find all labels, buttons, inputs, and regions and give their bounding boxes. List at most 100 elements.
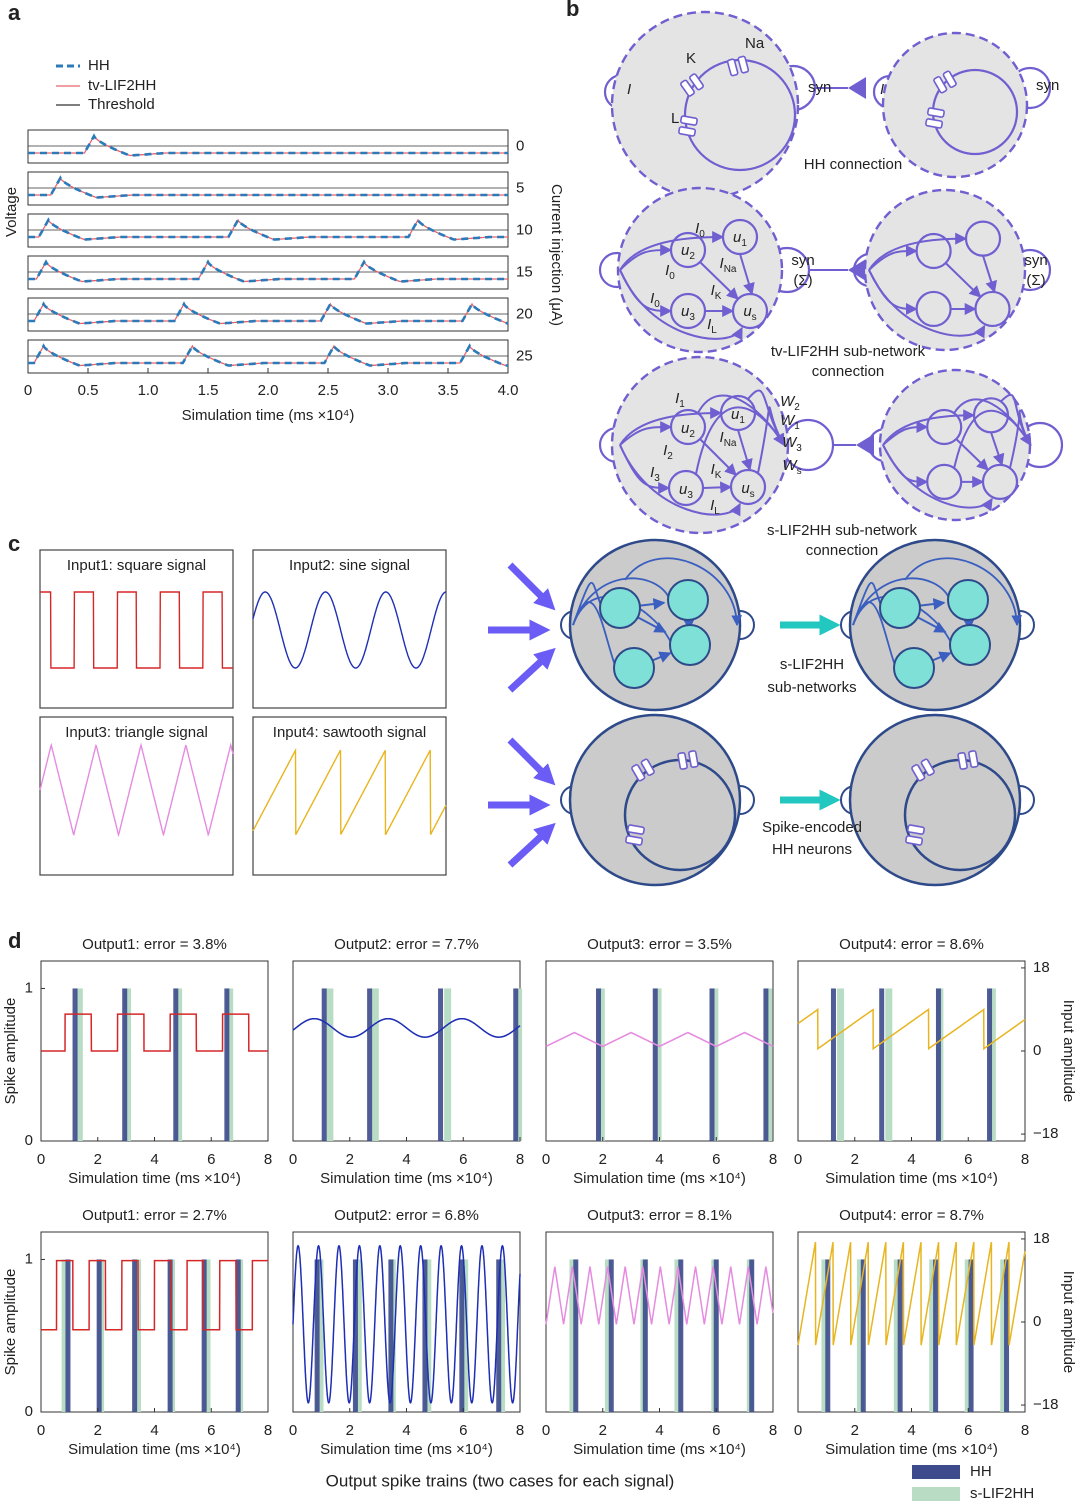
spike-bar (935, 988, 941, 1141)
x-tick-label: 0 (542, 1151, 550, 1168)
label-sub: 2 (667, 451, 673, 462)
spike-bar (929, 1259, 937, 1412)
label-sub: s (752, 312, 757, 323)
spike-bar (65, 1259, 71, 1412)
x-tick-label: 2 (94, 1151, 102, 1168)
x-tick-label: 4 (150, 1151, 158, 1168)
diagram-label: Spike-encoded (762, 819, 862, 836)
x-axis-label: Simulation time (ms ×10⁴) (825, 1170, 998, 1187)
x-tick-label: 8 (769, 1422, 777, 1439)
label-sub: Na (724, 438, 737, 449)
channel-part (920, 758, 935, 776)
y-tick-label: 1 (25, 1250, 33, 1267)
node (669, 408, 707, 446)
spike-bar (1004, 1259, 1010, 1412)
label-base: I (711, 282, 715, 299)
x-tick-label: 6 (207, 1422, 215, 1439)
signal-box (39, 716, 234, 876)
neuron (568, 713, 742, 887)
label-base: u (741, 480, 750, 497)
x-tick-label: 4 (402, 1422, 410, 1439)
spike-bar (444, 988, 452, 1141)
node (974, 290, 1011, 328)
neuron (848, 538, 1022, 712)
diagram-label: connection (806, 542, 879, 559)
trace-hh (28, 133, 508, 157)
synapse (848, 77, 866, 99)
ion-channel (631, 758, 655, 782)
trace-hh (28, 259, 508, 283)
diagram-label: IL (707, 316, 717, 336)
spike-bar (652, 988, 658, 1141)
ion-channel (677, 750, 699, 770)
x-tick-label: 4 (655, 1422, 663, 1439)
x-tick-label: 6 (459, 1151, 467, 1168)
diagram-label: I3 (650, 464, 660, 484)
spike-bar (124, 988, 132, 1141)
x-tick-label: 6 (207, 1151, 215, 1168)
legend-label: Threshold (88, 96, 155, 113)
x-tick-label: 8 (1021, 1422, 1029, 1439)
y2-axis-label: Input amplitude (1060, 1271, 1077, 1374)
input-signal (292, 1017, 521, 1038)
y-axis-label: Spike amplitude (2, 1269, 19, 1376)
spike-bar (709, 988, 715, 1141)
label-base: I (707, 316, 711, 333)
connection (739, 253, 755, 296)
label-base: I (650, 464, 654, 481)
neuron (863, 188, 1027, 352)
diagram-label: us (741, 480, 754, 500)
x-tick-label: 2.5 (318, 382, 339, 399)
ion-channel (925, 107, 945, 129)
x-tick-label: 4 (150, 1422, 158, 1439)
x-tick-label: 0 (794, 1422, 802, 1439)
spike-bar (885, 988, 893, 1141)
x-tick-label: 0.5 (78, 382, 99, 399)
label-sub: 1 (794, 421, 800, 432)
spike-bar (175, 988, 183, 1141)
label-base: u (731, 406, 740, 423)
connection (737, 429, 753, 472)
diagram-label: syn (791, 252, 814, 269)
x-axis-label: Simulation time (ms ×10⁴) (182, 407, 355, 424)
diagram-label: HH neurons (772, 841, 852, 858)
input-arrow (507, 737, 556, 786)
channel-part (911, 764, 926, 782)
current-label: 25 (516, 347, 533, 364)
x-tick-label: 4 (655, 1151, 663, 1168)
connection (982, 255, 997, 294)
label-base: I (663, 442, 667, 459)
signal-title: Input1: square signal (67, 557, 206, 574)
y2-tick-label: −18 (1033, 1125, 1058, 1142)
caption: Output spike trains (two cases for each … (326, 1471, 675, 1490)
spike-bar (173, 988, 179, 1141)
diagram-label: IK (711, 461, 722, 481)
node (721, 218, 759, 256)
y2-tick-label: 18 (1033, 1230, 1050, 1247)
signal-box (252, 549, 447, 709)
legend-swatch (912, 1465, 960, 1479)
x-tick-label: 3.5 (438, 382, 459, 399)
y-tick-label: 0 (25, 1132, 33, 1149)
node (879, 587, 921, 629)
ion-channel (680, 73, 704, 97)
spike-bar (893, 1259, 901, 1412)
connection (990, 431, 1005, 467)
legend-label: HH (970, 1463, 992, 1480)
x-axis-label: Simulation time (ms ×10⁴) (68, 1441, 241, 1458)
x-tick-label: 8 (516, 1151, 524, 1168)
diagram-label: K (686, 50, 696, 67)
trace-hh (28, 301, 509, 325)
connection (699, 438, 737, 476)
label-sub: L (714, 506, 720, 517)
node (926, 408, 963, 446)
diagram-label: Ws (782, 457, 801, 477)
node (972, 397, 1010, 434)
trace-hh (28, 175, 508, 199)
spike-bar (132, 1259, 138, 1412)
x-tick-label: 6 (964, 1151, 972, 1168)
spike-bar (713, 1259, 719, 1412)
subplot-frame (27, 213, 509, 248)
connection (572, 581, 603, 626)
connection (852, 581, 883, 626)
